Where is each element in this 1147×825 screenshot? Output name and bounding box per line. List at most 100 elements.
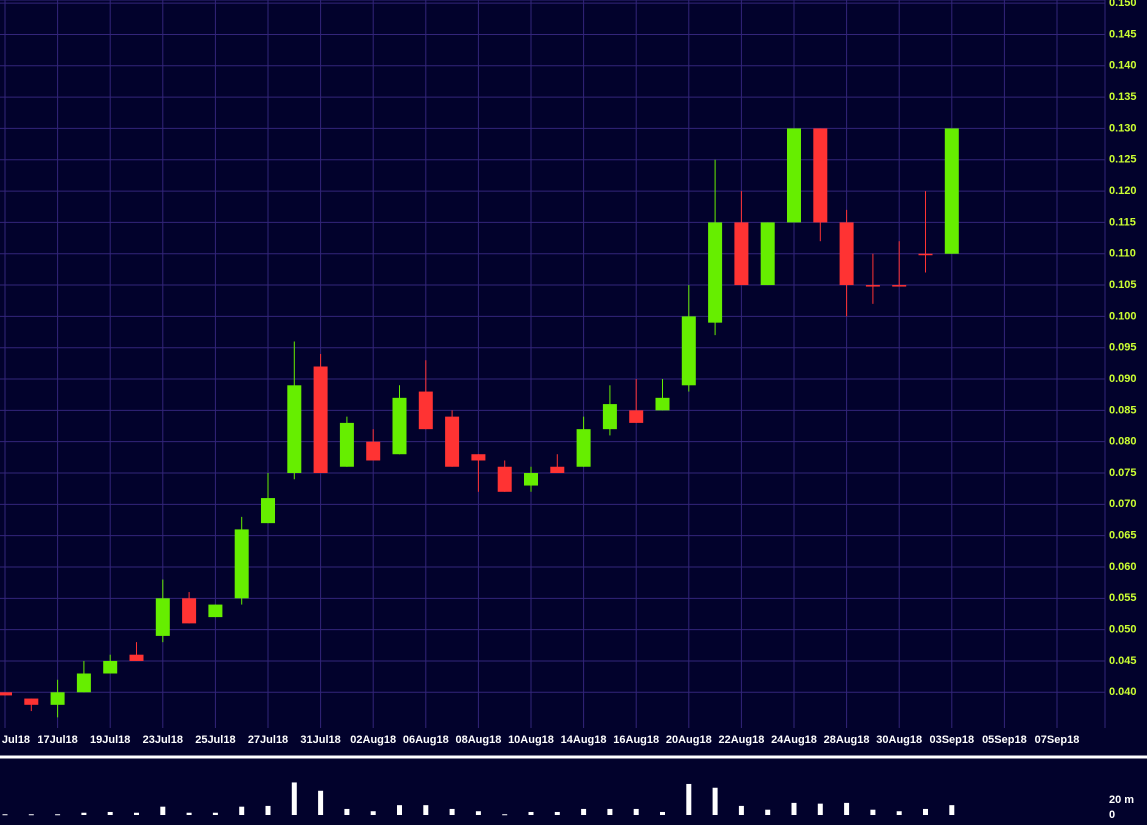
candle-body xyxy=(129,654,144,661)
x-tick-label: 20Aug18 xyxy=(666,734,712,746)
candle-body xyxy=(155,598,170,636)
candle-body xyxy=(865,285,880,287)
volume-bar xyxy=(397,805,402,815)
volume-bar xyxy=(28,814,34,816)
y-tick-label: 0.040 xyxy=(1109,686,1137,698)
y-tick-label: 0.105 xyxy=(1109,279,1137,291)
y-tick-label: 0.140 xyxy=(1109,60,1137,72)
volume-bar xyxy=(81,812,87,815)
volume-bar xyxy=(134,812,139,815)
x-tick-label: 23Jul18 xyxy=(143,734,183,746)
x-tick-label: 30Aug18 xyxy=(876,734,922,746)
x-tick-label: 31Jul18 xyxy=(300,734,340,746)
candle-body xyxy=(550,466,565,474)
y-tick-label: 0.130 xyxy=(1109,122,1137,134)
candle-body xyxy=(760,222,775,286)
candle-body xyxy=(524,473,538,486)
candle-body xyxy=(813,128,828,223)
y-tick-label: 0.055 xyxy=(1109,592,1137,604)
volume-bar xyxy=(581,808,587,815)
y-tick-label: 0.060 xyxy=(1109,561,1137,573)
volume-tick-label: 0 xyxy=(1109,809,1115,821)
candle-body xyxy=(50,692,65,705)
y-tick-label: 0.045 xyxy=(1109,655,1137,667)
candle-body xyxy=(234,529,249,599)
x-tick-label: 10Aug18 xyxy=(508,734,554,746)
candle-body xyxy=(0,692,12,696)
x-tick-label: 24Aug18 xyxy=(771,734,817,746)
x-tick-label: 25Jul18 xyxy=(195,734,235,746)
volume-bar xyxy=(239,806,245,815)
candle-body xyxy=(366,441,381,461)
volume-bar xyxy=(765,809,771,815)
volume-bar xyxy=(212,812,218,815)
x-tick-label: 17Jul18 xyxy=(37,734,77,746)
volume-bar xyxy=(870,809,876,815)
candle-body xyxy=(445,416,460,467)
x-tick-label: 14Aug18 xyxy=(561,734,607,746)
x-tick-label: Jul18 xyxy=(2,734,30,746)
x-tick-label: 19Jul18 xyxy=(90,734,130,746)
y-tick-label: 0.115 xyxy=(1109,216,1136,228)
volume-bar xyxy=(186,812,192,815)
volume-bar xyxy=(55,814,61,816)
y-tick-label: 0.085 xyxy=(1109,404,1137,416)
volume-bar xyxy=(528,811,534,815)
volume-bar xyxy=(633,808,639,815)
candle-body xyxy=(24,698,39,705)
y-tick-label: 0.095 xyxy=(1109,342,1137,354)
candle-body xyxy=(734,222,749,286)
candle-body xyxy=(839,222,854,286)
volume-bar xyxy=(554,811,560,815)
candle-body xyxy=(392,397,407,455)
candle-body xyxy=(76,673,91,693)
candle-body xyxy=(261,498,275,524)
volume-bar xyxy=(160,806,166,815)
y-tick-label: 0.150 xyxy=(1109,0,1137,9)
y-tick-label: 0.100 xyxy=(1109,310,1137,322)
volume-bar xyxy=(791,802,797,815)
candle-body xyxy=(602,404,617,430)
volume-bar xyxy=(896,811,902,815)
candle-body xyxy=(313,366,328,474)
volume-bar xyxy=(738,805,744,815)
candle-body xyxy=(681,316,696,386)
x-tick-label: 02Aug18 xyxy=(350,734,396,746)
x-tick-label: 28Aug18 xyxy=(824,734,870,746)
y-tick-label: 0.135 xyxy=(1109,91,1137,103)
volume-bar xyxy=(502,814,508,816)
volume-bar xyxy=(318,790,324,815)
y-tick-label: 0.065 xyxy=(1109,530,1137,542)
volume-bar xyxy=(923,808,928,815)
y-tick-label: 0.075 xyxy=(1109,467,1137,479)
candle-body xyxy=(655,397,670,411)
x-tick-label: 16Aug18 xyxy=(613,734,659,746)
y-tick-label: 0.090 xyxy=(1109,373,1137,385)
candle-body xyxy=(287,385,302,474)
candle-body xyxy=(892,285,907,287)
x-tick-label: 08Aug18 xyxy=(455,734,501,746)
volume-bar xyxy=(423,805,429,815)
volume-bar xyxy=(265,805,271,815)
x-tick-label: 27Jul18 xyxy=(248,734,288,746)
y-tick-label: 0.050 xyxy=(1109,624,1137,636)
volume-bar xyxy=(844,802,850,815)
candle-body xyxy=(208,604,223,618)
candle-body xyxy=(918,253,933,256)
candle-body xyxy=(708,222,723,323)
volume-bar xyxy=(2,814,8,816)
candle-body xyxy=(497,466,512,492)
x-tick-label: 03Sep18 xyxy=(929,734,974,746)
volume-bar xyxy=(607,808,613,815)
x-tick-label: 05Sep18 xyxy=(982,734,1027,746)
candle-body xyxy=(339,422,354,467)
volume-tick-label: 20 m xyxy=(1109,794,1134,806)
y-tick-label: 0.120 xyxy=(1109,185,1137,197)
volume-bar xyxy=(107,811,113,815)
volume-bar xyxy=(344,808,350,815)
volume-bar xyxy=(660,811,665,815)
volume-bar xyxy=(686,783,692,815)
candle-body xyxy=(418,391,433,430)
y-tick-label: 0.110 xyxy=(1109,248,1136,260)
